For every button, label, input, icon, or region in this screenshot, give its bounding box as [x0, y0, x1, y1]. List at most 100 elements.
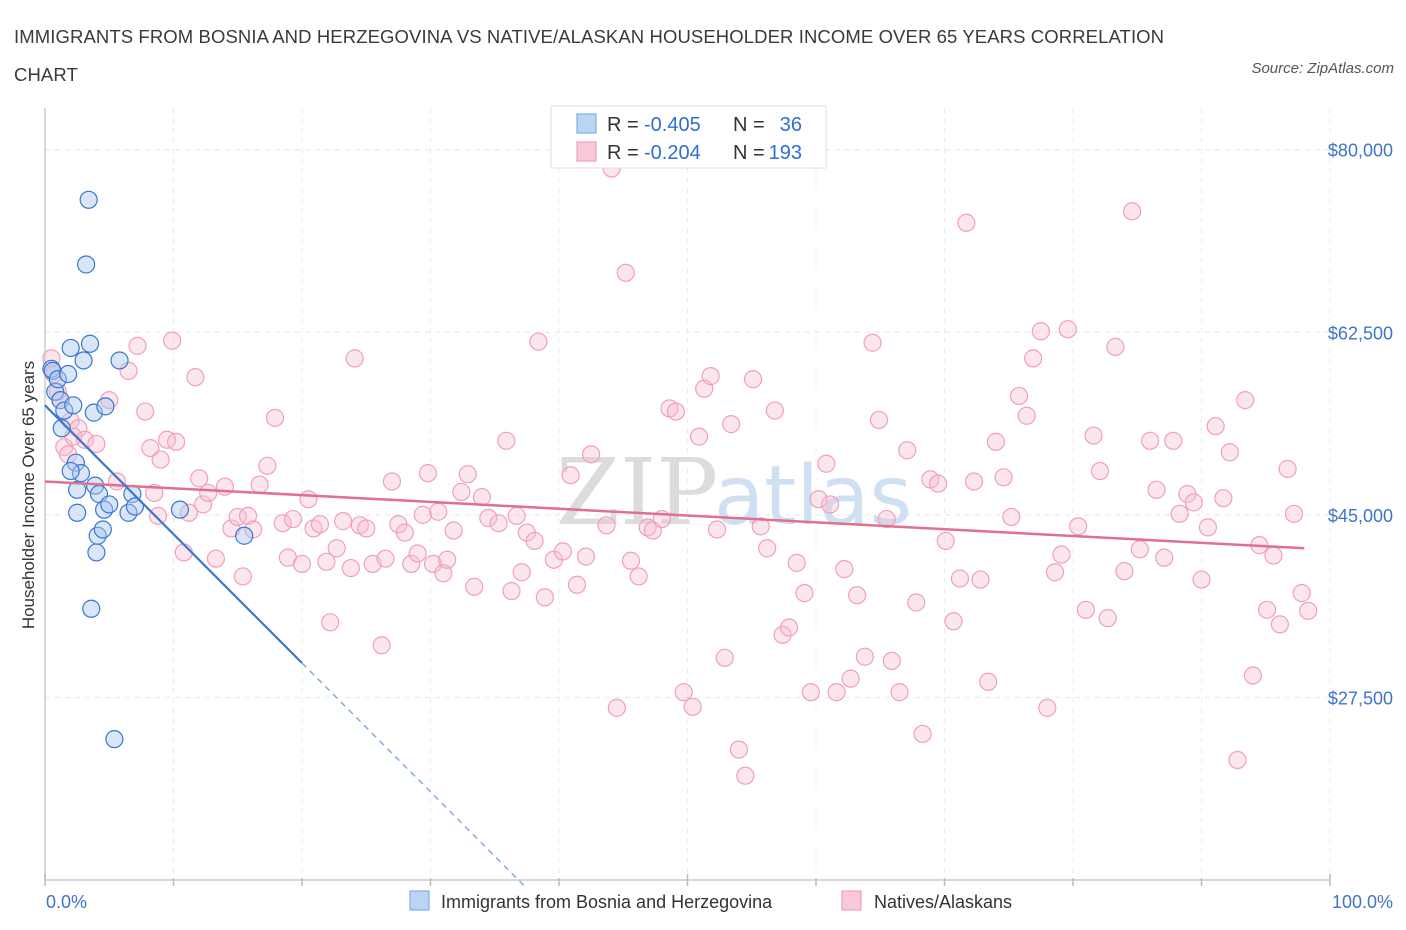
point-natives: [465, 577, 484, 596]
point-natives: [1257, 600, 1277, 619]
legend-r-label-1: R =: [607, 114, 639, 136]
point-bosnia: [87, 543, 106, 562]
point-natives: [402, 554, 421, 573]
point-natives: [107, 472, 127, 491]
point-natives: [841, 669, 860, 688]
chart-title: IMMIGRANTS FROM BOSNIA AND HERZEGOVINA V…: [14, 26, 1165, 85]
point-natives: [986, 432, 1006, 451]
legend-swatch-natives: [576, 141, 597, 162]
point-natives: [535, 588, 554, 607]
point-natives: [444, 521, 463, 540]
point-natives: [479, 508, 498, 528]
point-natives: [1084, 426, 1103, 445]
point-natives: [701, 367, 720, 386]
point-bosnia: [96, 397, 115, 416]
legend-n-value-1: 36: [780, 114, 802, 136]
point-natives: [835, 560, 854, 579]
point-natives: [964, 472, 984, 491]
point-natives: [787, 553, 806, 572]
point-natives: [341, 558, 360, 578]
point-natives: [1002, 507, 1021, 527]
legend-n-value-2: 193: [769, 142, 802, 164]
point-natives: [1243, 666, 1263, 685]
point-bosnia: [79, 190, 98, 209]
point-natives: [273, 514, 292, 533]
y-axis-label: Householder Income Over 65 years: [19, 361, 38, 629]
point-natives: [429, 502, 448, 521]
point-natives: [136, 402, 155, 421]
point-natives: [1264, 546, 1283, 565]
point-natives: [1009, 386, 1029, 406]
point-natives: [299, 490, 318, 509]
point-natives: [1052, 545, 1071, 564]
point-bosnia: [48, 370, 67, 389]
legend-r-value-1: -0.405: [644, 114, 701, 136]
point-natives: [638, 518, 657, 537]
point-natives: [743, 370, 763, 389]
point-natives: [597, 516, 616, 535]
legend-swatch-bosnia: [576, 113, 597, 134]
point-natives: [689, 427, 709, 446]
x-tick-max: 100.0%: [1332, 892, 1393, 912]
point-natives: [1220, 443, 1239, 462]
point-natives: [928, 474, 948, 493]
point-natives: [1170, 504, 1189, 523]
point-bosnia: [105, 730, 124, 749]
point-bosnia: [84, 403, 103, 422]
point-natives: [438, 550, 457, 569]
point-bosnia: [68, 503, 87, 522]
legend-r-label-2: R =: [607, 142, 639, 164]
point-natives: [674, 683, 693, 702]
trend-bosnia-extension: [301, 662, 528, 890]
point-natives: [382, 472, 402, 491]
point-natives: [489, 514, 508, 533]
x-tick-min: 0.0%: [46, 892, 87, 912]
point-natives: [327, 539, 346, 558]
point-natives: [512, 563, 531, 582]
point-bosnia: [170, 500, 190, 519]
point-bosnia: [61, 461, 80, 481]
point-natives: [758, 539, 777, 558]
watermark-atlas: atlas: [714, 449, 912, 544]
point-natives: [765, 401, 784, 420]
point-bosnia: [55, 401, 74, 420]
point-natives: [1017, 406, 1036, 425]
point-natives: [1206, 417, 1225, 436]
point-natives: [148, 506, 168, 526]
y-tick-label: $45,000: [1328, 506, 1393, 526]
point-natives: [434, 564, 453, 583]
watermark-zip: ZIP: [556, 439, 718, 546]
point-natives: [199, 483, 218, 503]
bottom-legend-natives: Natives/Alaskans: [874, 892, 1012, 912]
point-natives: [265, 408, 285, 427]
trend-natives: [44, 480, 1305, 550]
point-bosnia: [125, 497, 145, 516]
point-natives: [258, 456, 277, 475]
point-natives: [1098, 609, 1117, 628]
point-natives: [707, 520, 727, 539]
point-bosnia: [61, 338, 80, 358]
point-natives: [1058, 320, 1077, 339]
point-natives: [863, 333, 882, 352]
point-natives: [395, 523, 414, 542]
point-natives: [779, 618, 799, 637]
point-natives: [206, 549, 226, 568]
point-natives: [357, 519, 376, 538]
point-natives: [795, 584, 814, 603]
point-natives: [979, 672, 998, 691]
point-natives: [950, 569, 970, 588]
point-natives: [321, 613, 340, 632]
point-natives: [317, 552, 336, 571]
point-natives: [193, 495, 213, 514]
point-natives: [898, 441, 917, 460]
point-natives: [1031, 322, 1050, 341]
bottom-legend-swatch-natives: [841, 890, 862, 911]
point-natives: [75, 430, 94, 449]
point-natives: [1090, 461, 1110, 481]
bottom-legend-swatch-bosnia: [409, 890, 430, 911]
point-bosnia: [77, 255, 96, 274]
point-natives: [163, 331, 182, 350]
point-natives: [1164, 431, 1183, 450]
point-natives: [119, 361, 138, 380]
point-bosnia: [235, 526, 254, 545]
